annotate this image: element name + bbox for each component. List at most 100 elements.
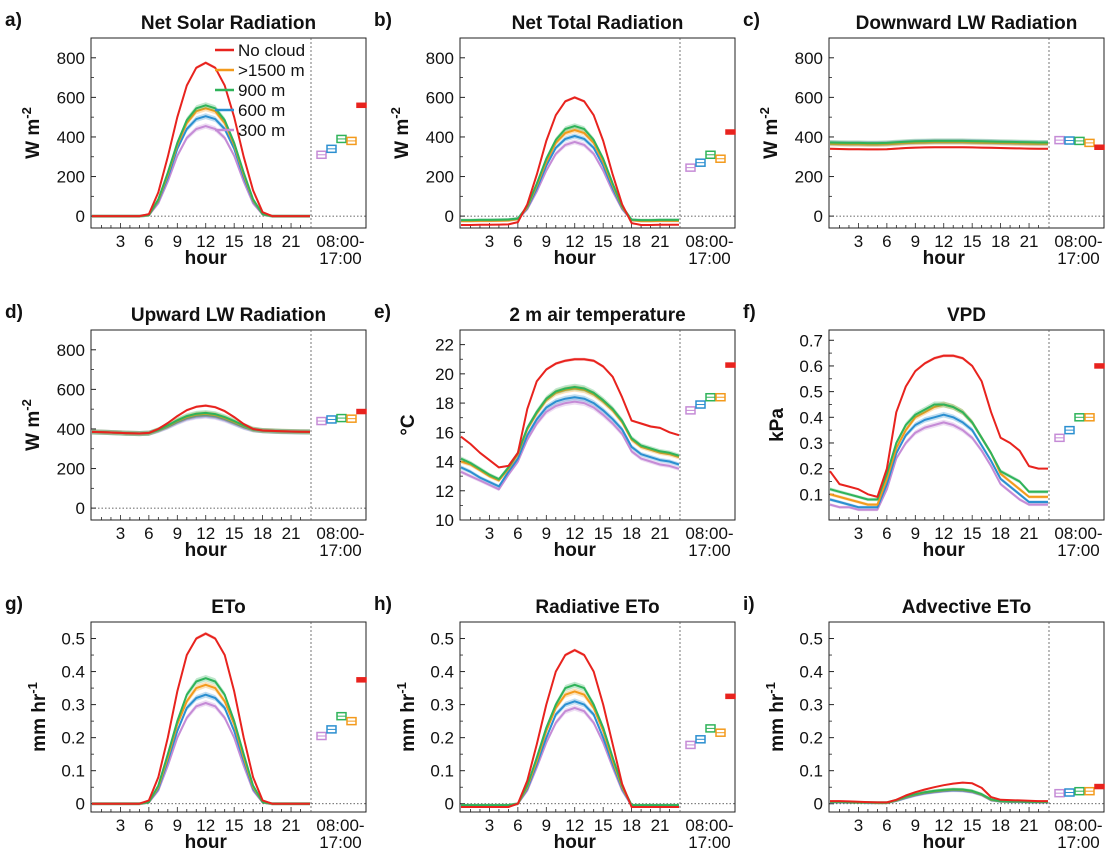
y-tick-label: 400 bbox=[57, 128, 85, 147]
y-tick-label: 200 bbox=[57, 460, 85, 479]
axes-frame bbox=[90, 329, 367, 521]
y-tick-label: 0.6 bbox=[799, 357, 823, 376]
x-tick-label: 21 bbox=[1020, 524, 1039, 543]
x-tick-label: 21 bbox=[651, 232, 670, 251]
series-line-600-m bbox=[829, 413, 1048, 509]
x-tick-label: 6 bbox=[144, 232, 153, 251]
series-band-600-m bbox=[461, 133, 679, 222]
x-tick-label: 21 bbox=[282, 524, 301, 543]
summary-box-no-cloud bbox=[1094, 144, 1105, 150]
y-tick-label: 0 bbox=[445, 795, 454, 814]
series-band-no-cloud bbox=[461, 648, 679, 808]
panel-title: Downward LW Radiation bbox=[856, 13, 1078, 34]
y-tick-label: 0.1 bbox=[799, 485, 823, 504]
x-axis-label: hour bbox=[554, 248, 597, 269]
series-band--1500-m bbox=[92, 681, 310, 806]
panel-letter: b) bbox=[374, 10, 392, 31]
x-tick-label: 18 bbox=[991, 524, 1010, 543]
summary-period-label: 08:00- bbox=[316, 232, 364, 251]
y-tick-label: 0.1 bbox=[61, 762, 85, 781]
axes-frame bbox=[459, 329, 736, 521]
y-tick-label: 0.2 bbox=[430, 729, 454, 748]
x-tick-label: 6 bbox=[144, 816, 153, 835]
y-tick-label: 0 bbox=[814, 207, 823, 226]
x-axis-label: hour bbox=[185, 832, 228, 853]
x-tick-label: 12 bbox=[934, 524, 953, 543]
series-line-600-m bbox=[461, 135, 679, 222]
summary-box-no-cloud bbox=[356, 102, 367, 109]
y-tick-label: 14 bbox=[435, 453, 454, 472]
panel-letter: g) bbox=[5, 594, 23, 615]
y-axis-label: W m-2 bbox=[388, 107, 413, 159]
summary-period-label: 08:00- bbox=[685, 232, 733, 251]
y-tick-label: 400 bbox=[426, 128, 454, 147]
series-line-no-cloud bbox=[829, 354, 1048, 498]
series-band-no-cloud bbox=[92, 631, 310, 805]
series-line-900-m bbox=[829, 403, 1048, 501]
y-tick-label: 800 bbox=[795, 49, 823, 68]
x-tick-label: 9 bbox=[911, 816, 920, 835]
x-axis-label: hour bbox=[923, 248, 966, 269]
y-tick-label: 0.2 bbox=[799, 729, 823, 748]
y-tick-label: 200 bbox=[426, 168, 454, 187]
y-tick-label: 0.5 bbox=[61, 630, 85, 649]
x-axis-label: hour bbox=[185, 248, 228, 269]
x-tick-label: 3 bbox=[116, 816, 125, 835]
x-axis-label: hour bbox=[185, 540, 228, 561]
y-tick-label: 800 bbox=[57, 49, 85, 68]
y-tick-label: 0.1 bbox=[430, 762, 454, 781]
series-line-300-m bbox=[460, 400, 680, 491]
x-tick-label: 15 bbox=[594, 232, 613, 251]
x-tick-label: 12 bbox=[934, 816, 953, 835]
series-band-600-m bbox=[830, 411, 1048, 509]
summary-box-no-cloud bbox=[1094, 363, 1105, 369]
x-tick-label: 6 bbox=[882, 816, 891, 835]
summary-period-label: 17:00 bbox=[688, 249, 731, 268]
series-line-300-m bbox=[829, 421, 1048, 511]
x-tick-label: 6 bbox=[513, 524, 522, 543]
panel-b: 0 200 400 600 800 3 6 9 12 15 18 21 hour 08:00-17:00 W… bbox=[374, 10, 736, 269]
x-tick-label: 9 bbox=[173, 524, 182, 543]
x-tick-label: 15 bbox=[594, 816, 613, 835]
y-tick-label: 0.5 bbox=[799, 630, 823, 649]
y-axis-label: °C bbox=[398, 414, 419, 436]
y-axis-label: mm hr-1 bbox=[394, 682, 419, 752]
y-tick-label: 400 bbox=[57, 420, 85, 439]
y-tick-label: 0.3 bbox=[799, 434, 823, 453]
series-line-900-m bbox=[829, 139, 1048, 145]
series-line-no-cloud bbox=[830, 781, 1048, 804]
x-tick-label: 9 bbox=[542, 816, 551, 835]
series-line--1500-m bbox=[829, 403, 1048, 506]
summary-box-no-cloud bbox=[356, 408, 367, 415]
x-tick-label: 3 bbox=[485, 232, 494, 251]
series-band-no-cloud bbox=[461, 357, 679, 469]
panel-letter: i) bbox=[743, 594, 755, 615]
panel-title: 2 m air temperature bbox=[509, 305, 685, 326]
x-tick-label: 6 bbox=[144, 524, 153, 543]
y-axis-label: mm hr-1 bbox=[763, 682, 788, 752]
summary-period-label: 17:00 bbox=[688, 833, 731, 852]
x-tick-label: 9 bbox=[911, 232, 920, 251]
x-tick-label: 18 bbox=[622, 816, 641, 835]
x-axis-label: hour bbox=[554, 540, 597, 561]
x-tick-label: 9 bbox=[542, 232, 551, 251]
x-tick-label: 21 bbox=[1020, 816, 1039, 835]
series-band--1500-m bbox=[461, 688, 679, 807]
panel-letter: c) bbox=[743, 10, 760, 31]
x-tick-label: 15 bbox=[594, 524, 613, 543]
x-tick-label: 9 bbox=[542, 524, 551, 543]
y-tick-label: 10 bbox=[435, 511, 454, 530]
series-band-600-m bbox=[461, 394, 679, 489]
x-tick-label: 3 bbox=[116, 232, 125, 251]
series-line--1500-m bbox=[829, 141, 1048, 146]
x-tick-label: 6 bbox=[882, 232, 891, 251]
summary-period-label: 17:00 bbox=[1057, 541, 1100, 560]
y-tick-label: 800 bbox=[426, 49, 454, 68]
summary-period-label: 08:00- bbox=[685, 816, 733, 835]
y-tick-label: 0.4 bbox=[430, 663, 454, 682]
x-axis-label: hour bbox=[923, 832, 966, 853]
y-axis-label: kPa bbox=[767, 408, 788, 442]
y-axis-label: mm hr-1 bbox=[25, 682, 50, 752]
x-tick-label: 18 bbox=[253, 816, 272, 835]
summary-box-no-cloud bbox=[1094, 783, 1105, 790]
